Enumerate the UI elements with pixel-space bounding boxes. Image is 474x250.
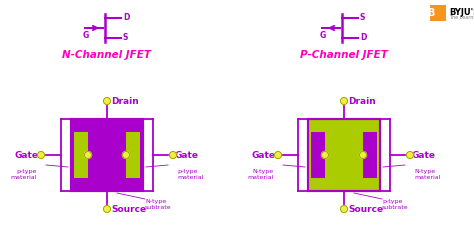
Circle shape bbox=[340, 206, 347, 212]
Text: p-type
material: p-type material bbox=[10, 169, 37, 180]
Bar bbox=[308, 119, 380, 191]
Text: B: B bbox=[428, 8, 435, 18]
Text: P-Channel JFET: P-Channel JFET bbox=[300, 50, 388, 60]
Text: Gate: Gate bbox=[175, 150, 199, 160]
Circle shape bbox=[37, 152, 45, 158]
Text: Source: Source bbox=[111, 204, 146, 214]
Text: D: D bbox=[123, 14, 129, 22]
Bar bbox=[363, 132, 377, 178]
Circle shape bbox=[103, 206, 110, 212]
Text: N-Channel JFET: N-Channel JFET bbox=[63, 50, 152, 60]
Bar bbox=[71, 119, 143, 191]
Circle shape bbox=[321, 152, 328, 158]
Bar bbox=[74, 132, 88, 178]
Text: D: D bbox=[360, 34, 366, 42]
Circle shape bbox=[170, 152, 176, 158]
Text: N-type
subtrate: N-type subtrate bbox=[145, 199, 172, 210]
Circle shape bbox=[359, 152, 366, 158]
Bar bbox=[311, 132, 325, 178]
Text: Drain: Drain bbox=[111, 96, 139, 106]
Circle shape bbox=[407, 152, 413, 158]
Text: S: S bbox=[123, 34, 128, 42]
Text: S: S bbox=[360, 14, 365, 22]
Text: Source: Source bbox=[348, 204, 383, 214]
Text: BYJU'S: BYJU'S bbox=[449, 8, 474, 17]
Text: N-type
material: N-type material bbox=[247, 169, 274, 180]
Text: N-type
material: N-type material bbox=[414, 169, 440, 180]
Bar bbox=[308, 119, 380, 191]
Text: G: G bbox=[83, 32, 89, 40]
Text: p-type
material: p-type material bbox=[177, 169, 203, 180]
Circle shape bbox=[84, 152, 91, 158]
Text: The Learning App: The Learning App bbox=[449, 15, 474, 20]
Bar bbox=[71, 119, 143, 191]
Bar bbox=[430, 5, 446, 21]
Text: Gate: Gate bbox=[412, 150, 436, 160]
Text: G: G bbox=[320, 32, 326, 40]
Circle shape bbox=[122, 152, 129, 158]
Circle shape bbox=[103, 98, 110, 104]
Text: Drain: Drain bbox=[348, 96, 376, 106]
Bar bbox=[126, 132, 140, 178]
Circle shape bbox=[340, 98, 347, 104]
Text: Gate: Gate bbox=[252, 150, 276, 160]
Circle shape bbox=[274, 152, 282, 158]
Text: Gate: Gate bbox=[15, 150, 39, 160]
Text: p-type
subtrate: p-type subtrate bbox=[382, 199, 409, 210]
